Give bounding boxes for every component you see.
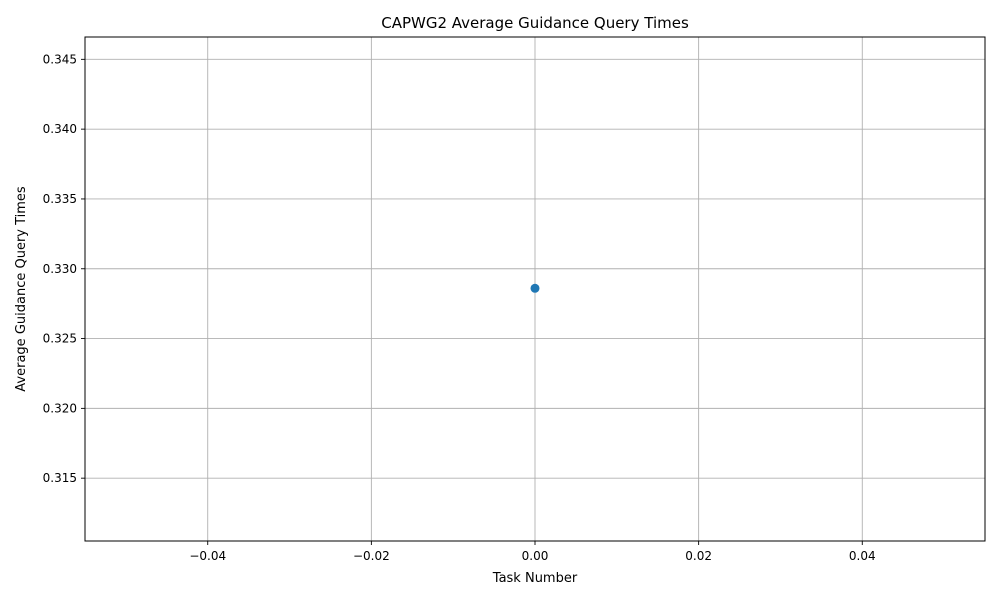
x-tick-label: 0.02 <box>685 549 712 563</box>
x-axis-ticks: −0.04 −0.02 0.00 0.02 0.04 <box>189 541 876 563</box>
y-axis-label: Average Guidance Query Times <box>14 186 29 392</box>
x-tick-label: 0.00 <box>522 549 549 563</box>
y-tick-label: 0.335 <box>43 192 77 206</box>
data-marks <box>530 283 540 293</box>
y-tick-label: 0.330 <box>43 262 77 276</box>
y-tick-label: 0.320 <box>43 401 77 415</box>
y-tick-label: 0.340 <box>43 122 77 136</box>
y-tick-label: 0.345 <box>43 52 77 66</box>
y-tick-label: 0.315 <box>43 471 77 485</box>
x-tick-label: −0.02 <box>353 549 390 563</box>
grid <box>85 37 985 541</box>
x-tick-label: 0.04 <box>849 549 876 563</box>
chart-title: CAPWG2 Average Guidance Query Times <box>381 14 689 32</box>
data-point <box>530 283 540 293</box>
y-tick-label: 0.325 <box>43 332 77 346</box>
y-axis-ticks: 0.315 0.320 0.325 0.330 0.335 0.340 0.345 <box>43 52 85 485</box>
x-axis-label: Task Number <box>492 571 578 586</box>
x-tick-label: −0.04 <box>189 549 226 563</box>
